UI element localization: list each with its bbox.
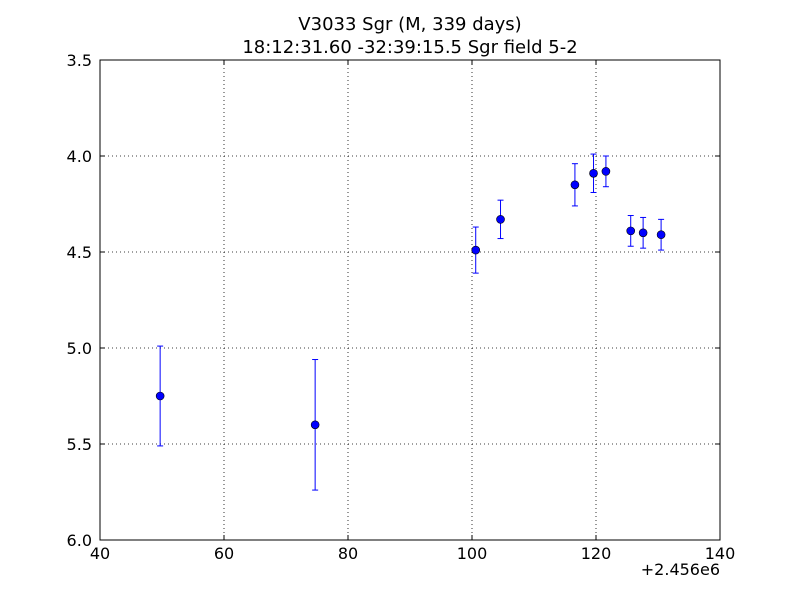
x-tick-label: 120 (581, 544, 612, 563)
tick-labels: 40 60 80 100 120 140 3.5 4.0 4.5 5.0 5.5 6.0 (67, 51, 736, 563)
grid-lines (100, 60, 720, 540)
data-points (155, 153, 666, 491)
data-point (601, 167, 611, 176)
y-tick-label: 5.0 (67, 339, 92, 358)
data-point (570, 180, 580, 190)
y-tick-label: 4.0 (67, 147, 92, 166)
data-point (638, 228, 648, 238)
x-tick-label: 80 (338, 544, 358, 563)
x-tick-label: 60 (214, 544, 234, 563)
chart-title-line2: 18:12:31.60 -32:39:15.5 Sgr field 5-2 (242, 37, 577, 58)
y-tick-label: 3.5 (67, 51, 92, 70)
data-point (589, 168, 598, 178)
y-tick-label: 5.5 (67, 435, 92, 454)
data-point (656, 230, 666, 240)
x-tick-label: 100 (457, 544, 488, 563)
plot-frame (99, 59, 721, 541)
axis-ticks (99, 59, 721, 541)
data-point (626, 226, 636, 236)
x-tick-label: 40 (90, 544, 110, 563)
data-point (496, 215, 505, 224)
data-point (310, 420, 320, 430)
chart-title-line1: V3033 Sgr (M, 339 days) (298, 14, 521, 35)
data-point (471, 245, 481, 255)
data-point (155, 391, 165, 401)
y-tick-label: 6.0 (67, 531, 92, 550)
x-tick-label: 140 (705, 544, 736, 563)
y-tick-label: 4.5 (67, 243, 92, 262)
x-offset-label: +2.456e6 (641, 560, 720, 579)
